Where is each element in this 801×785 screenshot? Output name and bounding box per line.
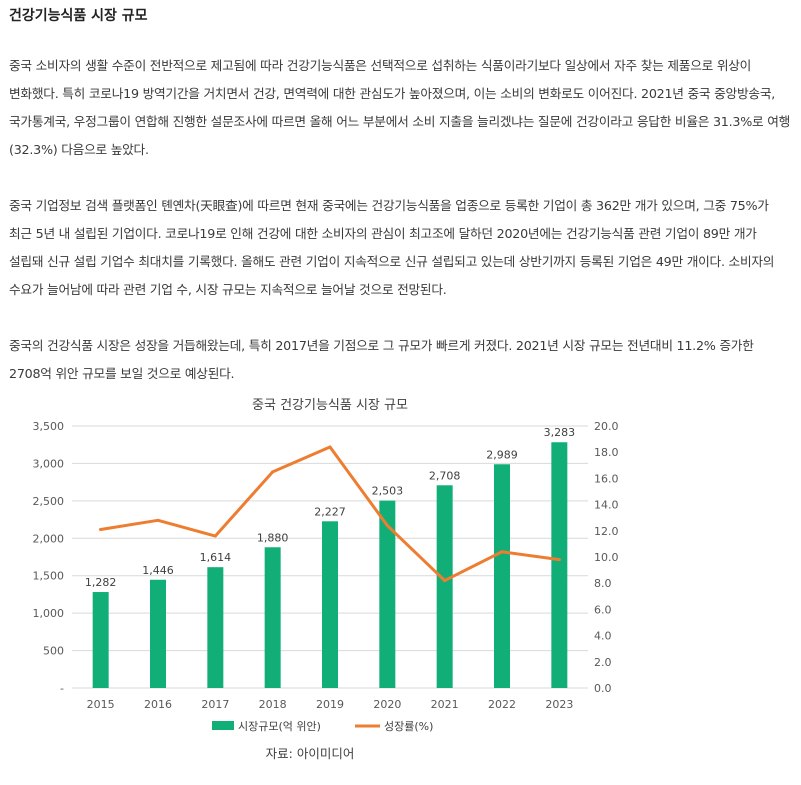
x-axis-tick-label: 2016 [144, 698, 172, 711]
bar [551, 442, 568, 688]
bar [207, 567, 224, 688]
left-axis-tick-label: - [60, 682, 64, 695]
market-size-chart: 중국 건강기능식품 시장 규모 - 500 1,000 1,500 2,000 2,500 3… [33, 398, 619, 761]
x-axis-tick-label: 2023 [545, 698, 573, 711]
growth-rate-point [271, 470, 275, 474]
right-axis-tick-label: 16.0 [594, 472, 619, 485]
bar [92, 592, 109, 688]
left-axis-tick-label: 3,000 [33, 457, 65, 470]
bar-data-label: 2,503 [372, 485, 404, 498]
growth-rate-point [443, 579, 447, 583]
right-axis-tick-label: 14.0 [594, 499, 619, 512]
bar [264, 547, 281, 688]
bar [494, 464, 510, 688]
bar [322, 521, 338, 688]
x-axis-tick-label: 2017 [201, 698, 229, 711]
bar-data-label: 1,880 [257, 531, 289, 544]
chart-source: 자료: 아이미디어 [266, 746, 355, 761]
bar-data-label: 2,227 [314, 505, 346, 518]
bar-data-label: 2,708 [429, 469, 461, 482]
x-axis-tick-label: 2019 [316, 698, 344, 711]
bar [436, 485, 453, 688]
growth-rate-point [328, 445, 332, 449]
right-axis-tick-label: 20.0 [594, 420, 619, 433]
section-heading: 건강기능식품 시장 규모 [9, 8, 148, 24]
right-axis-tick-label: 18.0 [594, 446, 619, 459]
x-axis-tick-label: 2015 [87, 698, 115, 711]
article: 건강기능식품 시장 규모 중국 소비자의 생활 수준이 전반적으로 제고됨에 따… [9, 0, 793, 388]
bar-data-label: 1,282 [85, 576, 117, 589]
growth-rate-point [385, 524, 389, 528]
left-axis-tick-label: 2,500 [33, 495, 65, 508]
left-axis-tick-label: 3,500 [33, 420, 65, 433]
growth-rate-point [156, 518, 160, 522]
growth-rate-point [213, 534, 217, 538]
chart-title: 중국 건강기능식품 시장 규모 [252, 398, 408, 413]
bar [150, 579, 166, 688]
right-axis-tick-label: 8.0 [594, 577, 612, 590]
bar-data-label: 1,446 [142, 564, 174, 577]
right-axis-tick-label: 2.0 [594, 656, 612, 669]
left-axis-tick-label: 1,500 [33, 570, 65, 583]
growth-rate-point [500, 550, 504, 554]
right-axis-tick-label: 0.0 [594, 682, 612, 695]
right-axis-tick-label: 10.0 [594, 551, 619, 564]
right-axis-tick-label: 6.0 [594, 603, 612, 616]
paragraph-company-count: 중국 기업정보 검색 플랫폼인 톈옌차(天眼查)에 따르면 현재 중국에는 건강… [9, 198, 775, 297]
bar [379, 500, 396, 688]
x-axis-tick-label: 2020 [373, 698, 401, 711]
x-axis-tick-label: 2021 [431, 698, 459, 711]
growth-rate-point [99, 527, 103, 531]
bar-data-label: 3,283 [544, 426, 576, 439]
left-axis-tick-label: 1,000 [33, 607, 65, 620]
legend-bar-label: 시장규모(억 위안) [238, 720, 321, 733]
market-size-chart-container: 중국 건강기능식품 시장 규모 - 500 1,000 1,500 2,000 2,500 3… [0, 388, 801, 781]
paragraph-market-size: 중국의 건강식품 시장은 성장을 거듭해왔는데, 특히 2017년을 기점으로 … [9, 338, 754, 381]
left-axis-tick-label: 2,000 [33, 532, 65, 545]
bar-data-label: 1,614 [200, 551, 232, 564]
paragraph-consumer-trend: 중국 소비자의 생활 수준이 전반적으로 제고됨에 따라 건강기능식품은 선택적… [9, 58, 791, 157]
right-axis-tick-label: 4.0 [594, 630, 612, 643]
right-axis-tick-label: 12.0 [594, 525, 619, 538]
x-axis-tick-label: 2022 [488, 698, 516, 711]
legend-bar-swatch [212, 721, 234, 730]
x-axis-tick-label: 2018 [259, 698, 287, 711]
bar-data-label: 2,989 [486, 448, 518, 461]
legend-line-label: 성장률(%) [384, 720, 433, 733]
growth-rate-point [557, 558, 561, 562]
left-axis-tick-label: 500 [43, 645, 64, 658]
